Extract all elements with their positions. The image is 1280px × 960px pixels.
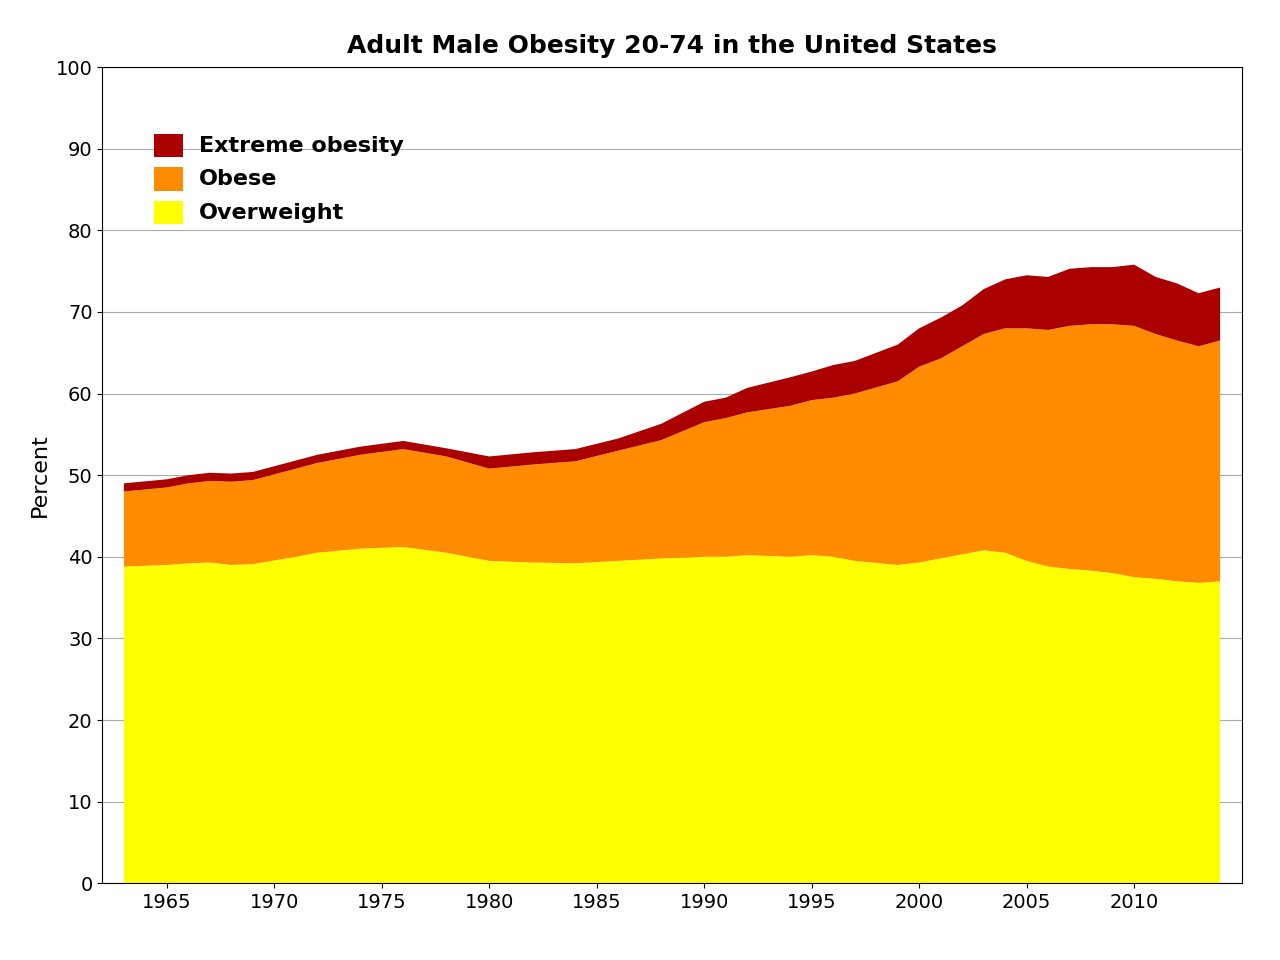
Y-axis label: Percent: Percent — [31, 433, 50, 517]
Legend: Extreme obesity, Obese, Overweight: Extreme obesity, Obese, Overweight — [146, 126, 411, 232]
Title: Adult Male Obesity 20-74 in the United States: Adult Male Obesity 20-74 in the United S… — [347, 35, 997, 59]
